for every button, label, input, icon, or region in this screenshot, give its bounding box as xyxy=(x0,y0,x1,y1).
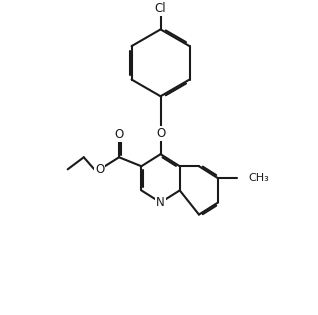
Text: CH₃: CH₃ xyxy=(248,173,269,183)
Text: O: O xyxy=(156,127,165,140)
Text: Cl: Cl xyxy=(155,3,166,15)
Text: N: N xyxy=(156,196,165,209)
Text: O: O xyxy=(95,163,105,176)
Text: O: O xyxy=(114,129,124,141)
